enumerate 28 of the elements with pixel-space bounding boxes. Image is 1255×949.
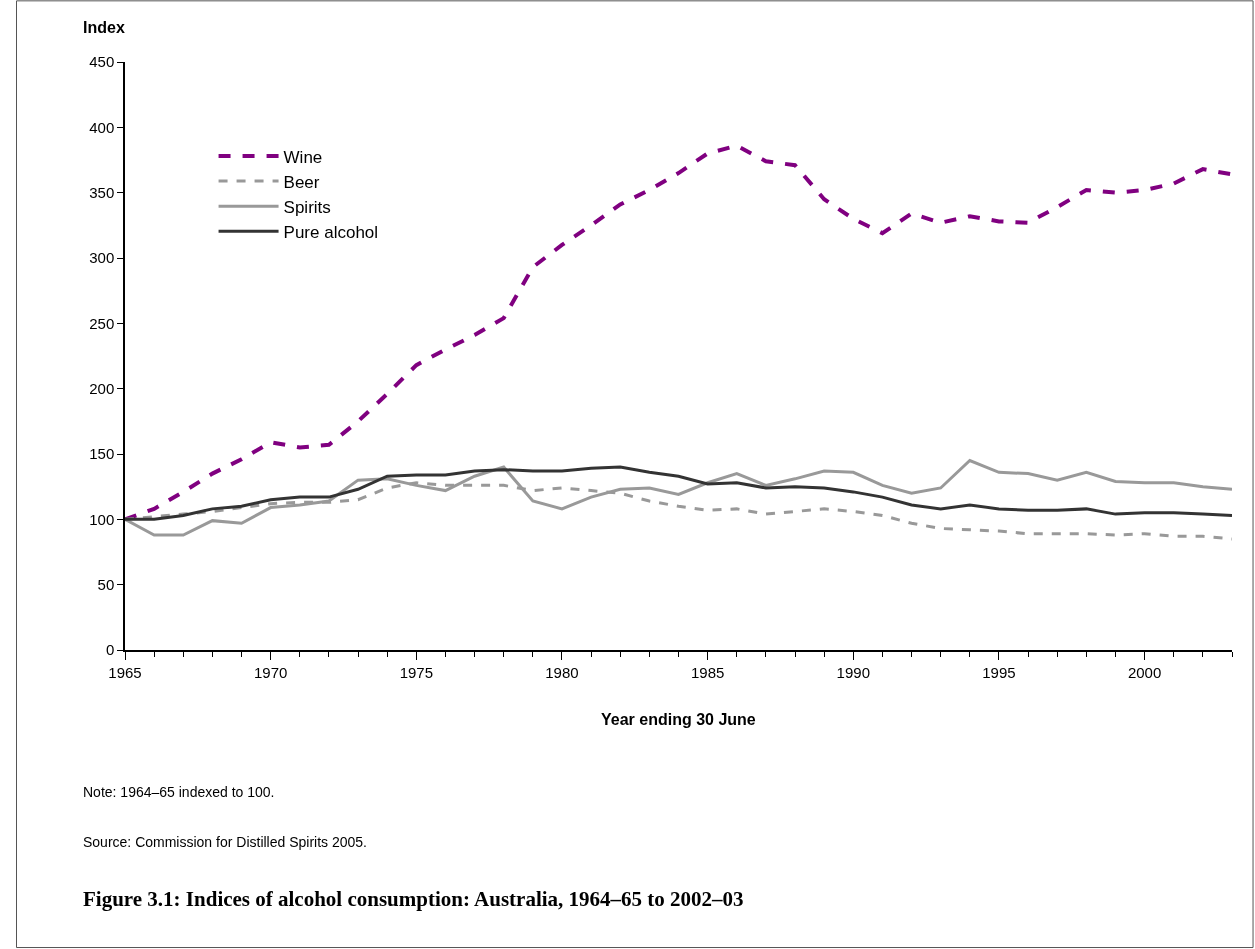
text: Note: 1964–65 indexed to 100. [83,784,275,800]
y-tick-label: 350 [89,183,115,201]
legend-label: Wine [283,147,323,167]
x-tick-label: 1980 [545,663,579,681]
y-tick-label: 200 [89,379,115,397]
y-tick-label: 50 [97,575,115,593]
text: Figure 3.1: Indices of alcohol consumption: Australia, 1964–65 to 2002–03 [83,887,744,911]
legend-label: Beer [283,172,320,192]
y-axis-title: Index [83,19,125,36]
y-tick-label: 150 [89,445,115,463]
x-tick-label: 1990 [836,663,870,681]
x-tick-label: 1985 [690,663,725,681]
legend-label: Pure alcohol [283,222,379,242]
legend-label: Spirits [283,197,331,217]
y-tick-label: 0 [105,641,115,659]
x-axis-title: Year ending 30 June [601,711,756,728]
y-tick-label: 300 [89,249,115,267]
y-tick-label: 400 [89,118,115,136]
x-tick-label: 1975 [399,663,434,681]
y-tick-label: 450 [89,53,115,71]
y-tick-label: 100 [89,510,115,528]
x-tick-label: 2000 [1127,663,1162,681]
x-tick-label: 1995 [982,663,1016,681]
line-series [125,465,1232,521]
y-tick-label: 250 [89,314,115,332]
x-tick-label: 1965 [108,663,142,681]
x-tick-label: 1970 [253,663,288,681]
source-note: Source: Commission for Distilled Spirits 2005. [83,834,367,850]
